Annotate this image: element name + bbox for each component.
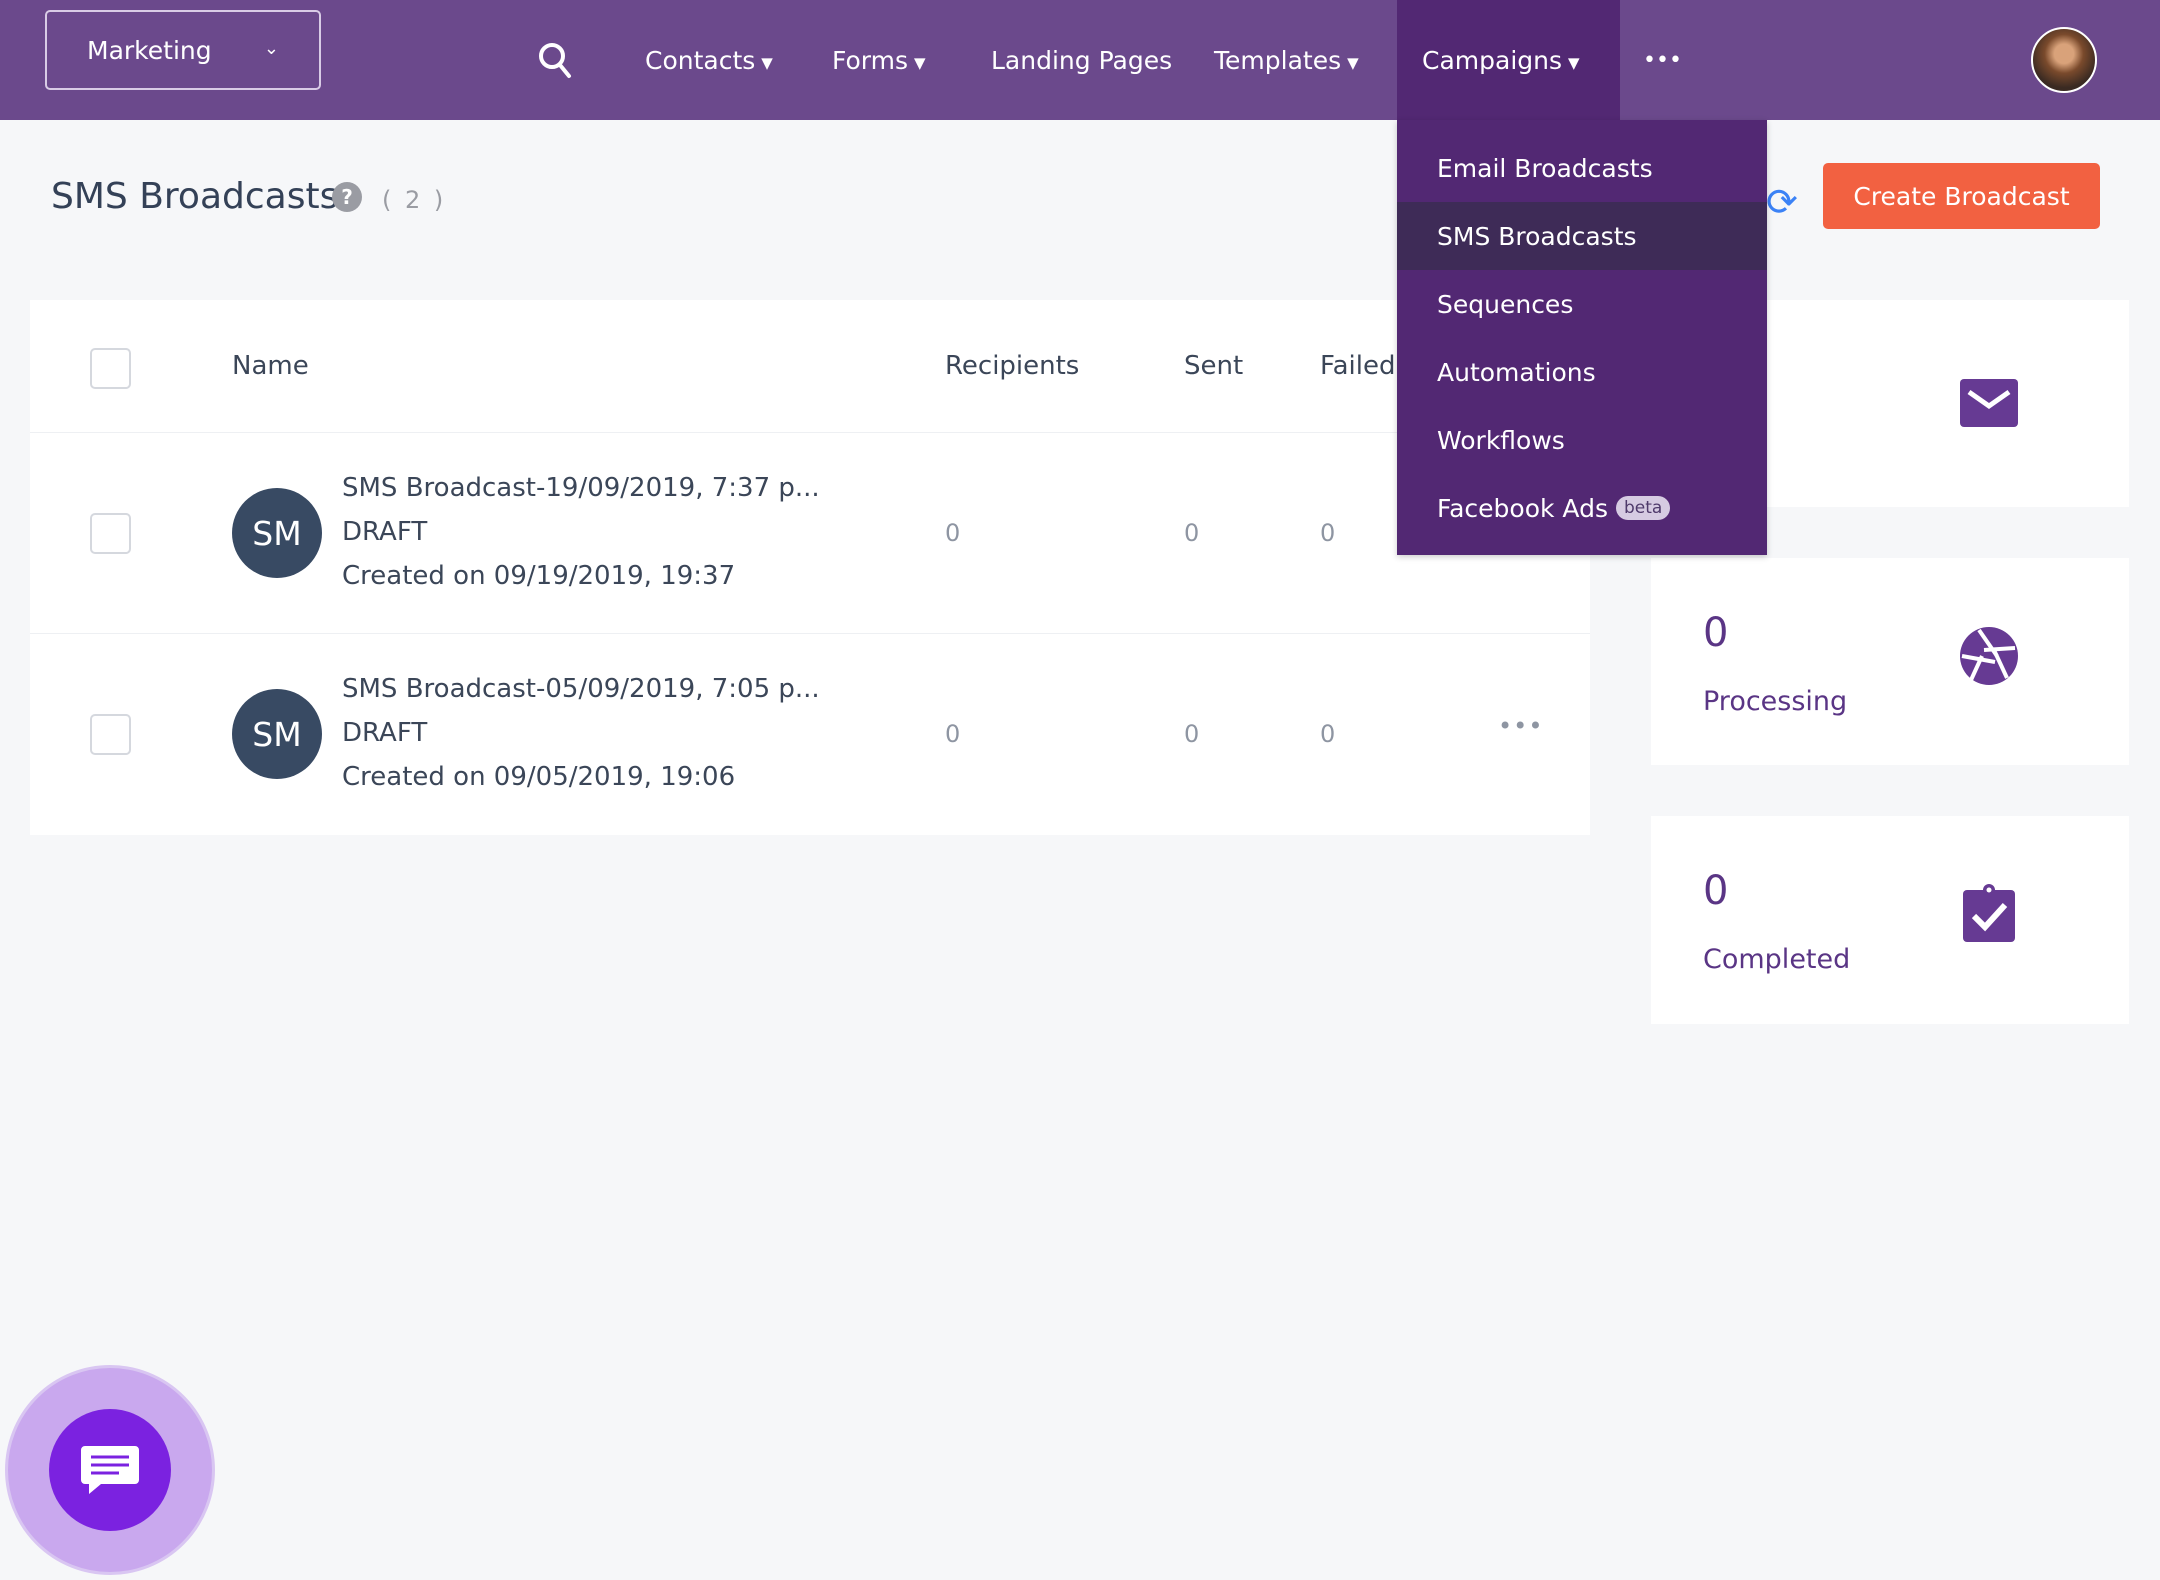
workspace-label: Marketing [87, 35, 212, 65]
menu-item-workflows[interactable]: Workflows [1397, 406, 1767, 474]
column-failed[interactable]: Failed [1320, 351, 1396, 381]
column-sent[interactable]: Sent [1184, 351, 1244, 381]
nav-label: Templates [1214, 45, 1342, 75]
refresh-icon[interactable]: ⟳ [1766, 180, 1798, 224]
menu-item-label: Workflows [1437, 425, 1565, 455]
top-navbar [0, 0, 2160, 120]
sent-value: 0 [1184, 519, 1200, 547]
menu-item-label: Automations [1437, 357, 1596, 387]
broadcast-count: ( 2 ) [382, 186, 447, 214]
column-recipients[interactable]: Recipients [945, 351, 1080, 381]
campaigns-dropdown-menu: Email Broadcasts SMS Broadcasts Sequence… [1397, 120, 1767, 555]
campaigns-nav-active-bg [1397, 0, 1620, 120]
completed-label: Completed [1703, 944, 1851, 975]
recipients-value: 0 [945, 720, 961, 748]
created-date: Created on 09/05/2019, 19:06 [342, 762, 736, 792]
chat-widget-button[interactable] [49, 1409, 171, 1531]
stat-card-processing: 0 Processing [1651, 558, 2129, 765]
processing-count: 0 [1703, 610, 1729, 656]
page-title: SMS Broadcasts [51, 176, 339, 217]
more-nav-button[interactable]: ••• [1643, 0, 1682, 120]
menu-item-label: Email Broadcasts [1437, 153, 1653, 183]
column-name[interactable]: Name [232, 351, 309, 381]
avatar: SM [232, 689, 322, 779]
more-icon: ••• [1643, 47, 1682, 73]
clipboard-check-icon [1963, 884, 2015, 942]
create-broadcast-button[interactable]: Create Broadcast [1823, 163, 2100, 229]
sent-value: 0 [1184, 720, 1200, 748]
failed-value: 0 [1320, 720, 1336, 748]
table-row[interactable]: SM SMS Broadcast-05/09/2019, 7:05 p... D… [30, 634, 1590, 835]
recipients-value: 0 [945, 519, 961, 547]
nav-forms[interactable]: Forms ▼ [832, 0, 926, 120]
menu-item-label: Sequences [1437, 289, 1574, 319]
nav-landing-pages[interactable]: Landing Pages [991, 0, 1172, 120]
created-date: Created on 09/19/2019, 19:37 [342, 561, 736, 591]
chevron-down-icon: ▼ [1347, 54, 1359, 72]
chat-icon [81, 1446, 139, 1494]
nav-label: Contacts [645, 45, 756, 75]
nav-label: Landing Pages [991, 45, 1173, 75]
nav-campaigns[interactable]: Campaigns ▼ [1422, 0, 1580, 120]
menu-item-email-broadcasts[interactable]: Email Broadcasts [1397, 134, 1767, 202]
select-all-checkbox[interactable] [90, 348, 131, 389]
chevron-down-icon: ▼ [914, 54, 926, 72]
broadcasts-table: Name Recipients Sent Failed SM SMS Broad… [30, 300, 1590, 835]
beta-badge: beta [1615, 496, 1671, 520]
failed-value: 0 [1320, 519, 1336, 547]
broadcast-name[interactable]: SMS Broadcast-19/09/2019, 7:37 p... [342, 473, 820, 503]
nav-label: Campaigns [1422, 45, 1563, 75]
table-row[interactable]: SM SMS Broadcast-19/09/2019, 7:37 p... D… [30, 433, 1590, 634]
menu-item-label: SMS Broadcasts [1437, 221, 1637, 251]
stat-card-completed: 0 Completed [1651, 816, 2129, 1024]
row-checkbox[interactable] [90, 513, 131, 554]
table-header: Name Recipients Sent Failed [30, 300, 1590, 433]
chevron-down-icon: ▼ [761, 54, 773, 72]
nav-contacts[interactable]: Contacts ▼ [645, 0, 773, 120]
nav-templates[interactable]: Templates ▼ [1214, 0, 1359, 120]
processing-label: Processing [1703, 686, 1848, 717]
user-avatar[interactable] [2031, 27, 2097, 93]
row-actions-button[interactable]: ••• [1498, 712, 1544, 740]
status-badge: DRAFT [342, 718, 428, 748]
chevron-down-icon: ⌄ [263, 38, 279, 59]
menu-item-sequences[interactable]: Sequences [1397, 270, 1767, 338]
envelope-icon [1960, 379, 2018, 427]
status-badge: DRAFT [342, 517, 428, 547]
chevron-down-icon: ▼ [1568, 54, 1580, 72]
search-button[interactable] [538, 0, 574, 120]
menu-item-label: Facebook Ads [1437, 493, 1608, 523]
search-icon [539, 43, 571, 78]
row-checkbox[interactable] [90, 714, 131, 755]
aperture-icon [1960, 627, 2018, 685]
nav-label: Forms [832, 45, 909, 75]
avatar: SM [232, 488, 322, 578]
menu-item-facebook-ads[interactable]: Facebook Ads beta [1397, 474, 1767, 542]
broadcast-name[interactable]: SMS Broadcast-05/09/2019, 7:05 p... [342, 674, 820, 704]
help-icon[interactable]: ? [332, 182, 362, 212]
menu-item-automations[interactable]: Automations [1397, 338, 1767, 406]
workspace-selector[interactable]: Marketing ⌄ [45, 10, 321, 90]
completed-count: 0 [1703, 868, 1729, 914]
menu-item-sms-broadcasts[interactable]: SMS Broadcasts [1397, 202, 1767, 270]
